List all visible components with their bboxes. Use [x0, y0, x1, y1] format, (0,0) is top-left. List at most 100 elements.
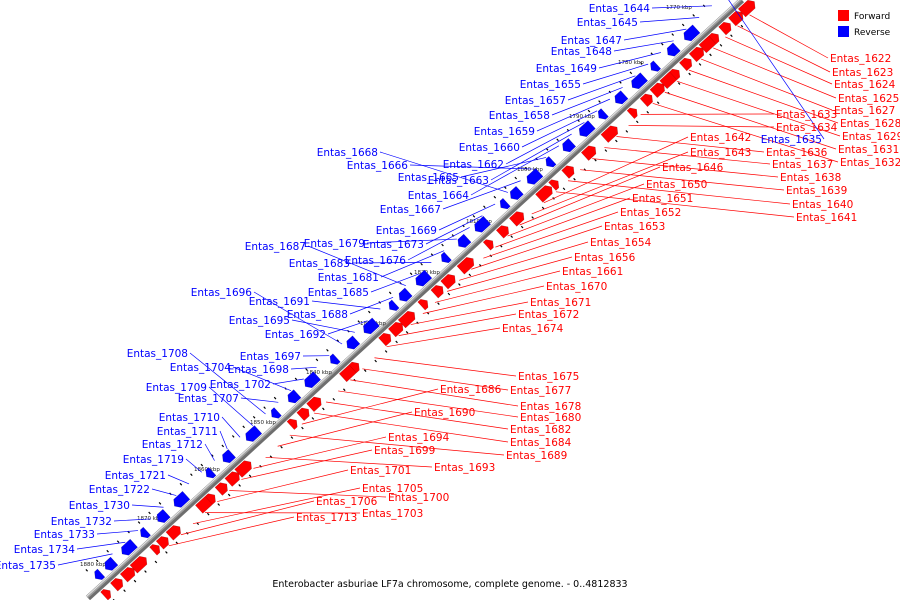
- leader-line: [688, 69, 839, 124]
- gene-label: Entas_1659: [474, 126, 535, 138]
- leader-line: [505, 122, 585, 165]
- gene-feature: [474, 215, 492, 233]
- tick-mark: [441, 243, 444, 247]
- gene-label: Entas_1653: [604, 221, 665, 233]
- leader-line: [598, 52, 661, 69]
- legend-reverse-label: Reverse: [854, 28, 891, 38]
- tick-mark: [336, 339, 340, 343]
- gene-feature: [440, 274, 456, 290]
- gene-label: Entas_1722: [89, 484, 150, 496]
- gene-feature: [296, 407, 310, 421]
- gene-label: Entas_1694: [388, 432, 450, 444]
- leader-line: [374, 357, 517, 377]
- gene-feature: [363, 317, 380, 335]
- leader-line: [551, 87, 623, 116]
- tick-mark: [116, 540, 120, 543]
- gene-label: Entas_1667: [380, 204, 441, 216]
- tick-mark: [688, 72, 691, 76]
- leader-line: [438, 203, 496, 231]
- gene-feature: [222, 449, 237, 464]
- tick-mark: [175, 541, 179, 545]
- gene-label: Entas_1703: [362, 508, 423, 520]
- leader-line: [749, 14, 829, 59]
- gene-feature: [270, 407, 282, 419]
- gene-label: Entas_1708: [127, 348, 188, 360]
- gene-label: Entas_1658: [489, 110, 550, 122]
- leader-line: [301, 388, 439, 425]
- tick-mark: [273, 396, 277, 400]
- gene-feature: [397, 310, 416, 329]
- gene-feature: [415, 269, 433, 287]
- gene-feature: [205, 467, 217, 479]
- scale-label: 1840 kbp: [306, 370, 332, 376]
- gene-label: Entas_1701: [350, 465, 411, 477]
- gene-label: Entas_1712: [142, 439, 203, 451]
- gene-label: Entas_1651: [632, 193, 693, 205]
- leader-line: [490, 133, 572, 181]
- gene-label: Entas_1702: [210, 379, 271, 391]
- tick-mark: [301, 426, 304, 430]
- legend-forward-label: Forward: [854, 12, 890, 22]
- gene-label: Entas_1695: [229, 315, 290, 327]
- tick-mark: [342, 388, 346, 392]
- gene-feature: [329, 353, 341, 365]
- leader-line: [370, 273, 419, 293]
- gene-label: Entas_1672: [518, 309, 579, 321]
- gene-label: Entas_1638: [780, 172, 841, 184]
- tick-mark: [326, 348, 329, 352]
- gene-label: Entas_1705: [362, 483, 423, 495]
- leader-line: [725, 36, 833, 85]
- gene-label: Entas_1637: [772, 159, 833, 171]
- tick-mark: [315, 358, 319, 362]
- tick-mark: [363, 369, 367, 372]
- tick-mark: [698, 63, 702, 66]
- leader-line: [217, 469, 349, 502]
- leader-line: [580, 169, 785, 191]
- leader-line: [536, 98, 611, 132]
- leader-line: [151, 488, 177, 496]
- leader-line: [616, 136, 765, 153]
- tick-mark: [95, 559, 99, 563]
- leader-line: [289, 434, 505, 456]
- gene-label: Entas_1680: [520, 412, 581, 424]
- gene-label: Entas_1631: [838, 144, 899, 156]
- tick-mark: [619, 81, 622, 84]
- gene-label: Entas_1633: [776, 109, 837, 121]
- tick-mark: [472, 215, 476, 218]
- tick-mark: [692, 14, 695, 17]
- tick-marks: [85, 4, 744, 600]
- gene-label: Entas_1623: [832, 67, 893, 79]
- leader-line: [204, 443, 215, 461]
- leader-line: [398, 313, 517, 336]
- gene-label: Entas_1690: [414, 407, 475, 419]
- gene-label: Entas_1669: [376, 225, 437, 237]
- gene-label: Entas_1650: [646, 179, 707, 191]
- tick-mark: [322, 407, 325, 411]
- gene-label: Entas_1704: [170, 362, 232, 374]
- leader-line: [240, 397, 279, 403]
- gene-label: Entas_1711: [157, 426, 218, 438]
- gene-feature: [626, 107, 638, 119]
- gene-label: Entas_1675: [518, 371, 579, 383]
- tick-mark: [211, 454, 214, 457]
- gene-feature: [482, 239, 494, 251]
- gene-feature: [245, 425, 263, 442]
- gene-feature: [737, 0, 756, 18]
- gene-feature: [580, 145, 597, 161]
- tick-mark: [374, 359, 377, 363]
- gene-feature: [666, 42, 681, 57]
- gene-feature: [348, 361, 360, 374]
- leader-line: [272, 378, 304, 385]
- gene-label: Entas_1696: [191, 287, 253, 299]
- gene-label: Entas_1673: [363, 239, 424, 251]
- gene-label: Entas_1652: [620, 207, 681, 219]
- gene-label: Entas_1670: [546, 281, 607, 293]
- tick-mark: [646, 110, 650, 114]
- leader-line: [113, 518, 151, 522]
- leader-line: [277, 411, 413, 447]
- tick-mark: [719, 43, 723, 47]
- gene-feature: [398, 287, 413, 302]
- gene-feature: [457, 233, 472, 248]
- gene-label: Entas_1632: [840, 157, 900, 169]
- gene-label: Entas_1624: [834, 79, 896, 91]
